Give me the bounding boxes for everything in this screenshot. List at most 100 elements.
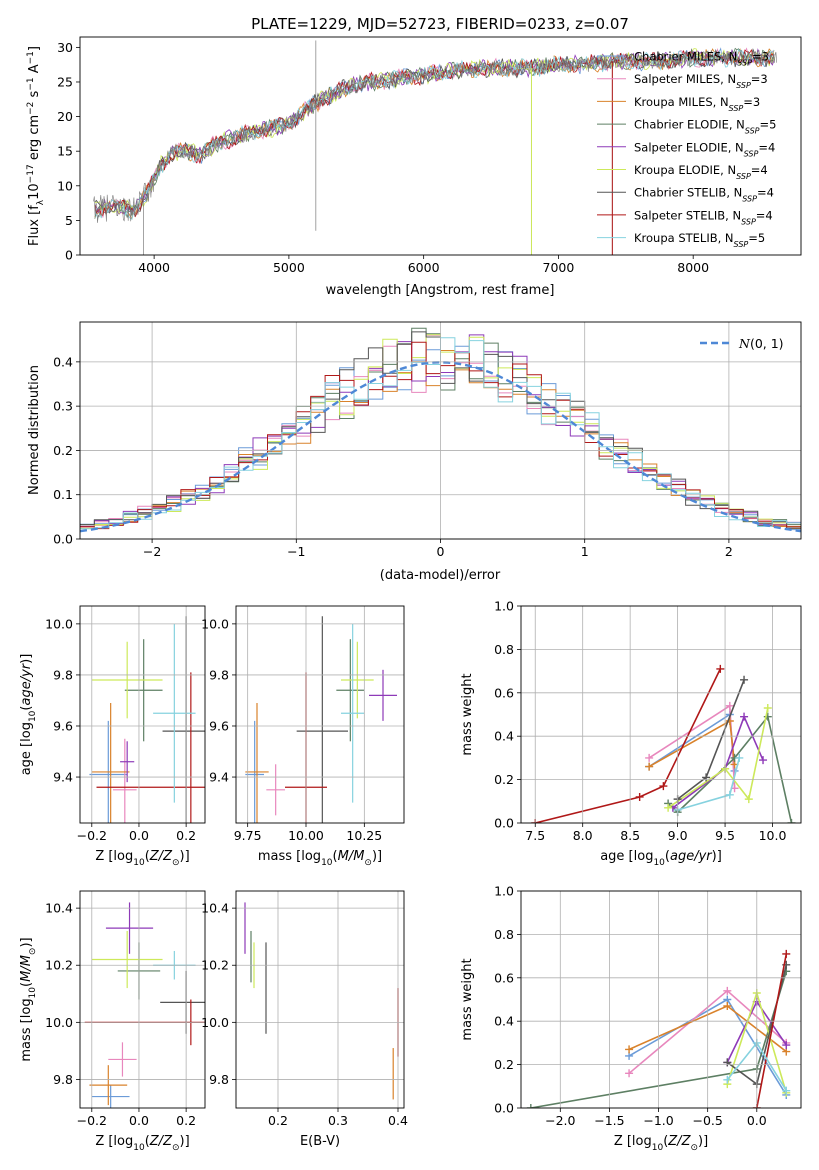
x-tick-label: 8.5: [620, 828, 640, 843]
weight-marker: [702, 773, 711, 782]
y-tick-label: 30: [57, 40, 73, 55]
axes-frame: [79, 36, 802, 256]
x-tick-label: −1.5: [594, 1113, 624, 1128]
y-tick-label: 25: [57, 74, 73, 89]
weight-marker: [635, 792, 644, 801]
y-tick-label: 9.8: [209, 1072, 229, 1087]
plot-area-mass-vs-Z: [84, 902, 205, 1108]
y-tick-label: 1.0: [494, 884, 514, 899]
y-axis-label: Flux [fλ10−17 erg cm−2 s−1 A−1]: [26, 46, 46, 246]
y-tick-label: 10.0: [201, 1015, 229, 1030]
legend-label: Salpeter MILES, NSSP=3: [634, 72, 768, 90]
axes-frame: [79, 321, 802, 540]
y-tick-label: 0.0: [53, 532, 73, 547]
x-axis-label: Z [log10(Z/Z⊙)]: [95, 1134, 189, 1153]
y-tick-label: 10.4: [201, 901, 229, 916]
x-tick-label: 9.0: [668, 828, 688, 843]
weight-marker: [723, 1075, 732, 1084]
weight-line: [756, 953, 788, 1108]
weight-marker: [759, 756, 768, 765]
axes-frame: [235, 605, 405, 824]
x-tick-label: 7000: [543, 260, 575, 275]
y-tick-label: 0.0: [494, 816, 514, 831]
y-tick-label: 10.0: [45, 616, 73, 631]
legend-label: Kroupa STELIB, NSSP=5: [634, 231, 765, 249]
model-line: [94, 48, 775, 220]
x-tick-label: 0.2: [176, 828, 196, 843]
y-tick-label: 0.4: [53, 354, 73, 369]
weight-marker: [744, 795, 753, 804]
weight-marker: [723, 986, 732, 995]
x-tick-label: −0.5: [692, 1113, 722, 1128]
x-tick-label: 4000: [138, 260, 170, 275]
y-axis-label: mass weight: [460, 673, 475, 755]
y-tick-label: 9.6: [53, 718, 73, 733]
y-tick-label: 9.8: [209, 667, 229, 682]
y-tick-label: 0.6: [494, 685, 514, 700]
chart-title: PLATE=1229, MJD=52723, FIBERID=0233, z=0…: [251, 15, 629, 33]
x-axis-label: (data-model)/error: [380, 568, 501, 583]
weight-marker: [725, 790, 734, 799]
y-tick-label: 10.4: [45, 901, 73, 916]
weight-marker: [782, 1086, 791, 1095]
x-tick-label: −1.0: [643, 1113, 673, 1128]
y-tick-label: 0.8: [494, 642, 514, 657]
y-tick-label: 10.0: [201, 616, 229, 631]
x-axis-label: Z [log10(Z/Z⊙)]: [95, 849, 189, 868]
x-tick-label: 0: [437, 544, 445, 559]
y-tick-label: 10.0: [45, 1015, 73, 1030]
chart-residuals: −2 −1 0 1 2 0.0 0.1 0.2 0.3 0.4 (data-model)/error…: [27, 321, 802, 583]
weight-marker: [664, 803, 673, 812]
plot-area-spectrum: [93, 40, 777, 255]
weight-marker: [526, 1104, 535, 1108]
x-tick-label: −2: [143, 544, 161, 559]
weight-marker: [782, 949, 791, 958]
x-axis-label: mass [log10(M/M⊙)]: [258, 849, 382, 868]
y-axis-label: Normed distribution: [27, 365, 42, 495]
y-tick-label: 0: [65, 248, 73, 263]
x-tick-label: 6000: [408, 260, 440, 275]
x-tick-label: 8.0: [573, 828, 593, 843]
x-tick-label: 8000: [677, 260, 709, 275]
weight-marker: [740, 712, 749, 721]
x-tick-label: 0.0: [129, 1113, 149, 1128]
plot-area-mass-weight-vs-age: [531, 664, 796, 823]
plot-area-mass-vs-EBV: [244, 902, 399, 1100]
legend-label: Chabrier MILES, NSSP=3: [634, 50, 769, 68]
weight-line: [648, 704, 736, 789]
x-tick-label: 9.75: [234, 828, 262, 843]
y-tick-label: 5: [65, 213, 73, 228]
y-tick-label: 1.0: [494, 599, 514, 614]
weight-marker: [659, 782, 668, 791]
data-spectrum-line: [93, 49, 777, 223]
y-tick-label: 9.4: [53, 770, 73, 785]
x-tick-label: 9.5: [715, 828, 735, 843]
y-tick-label: 0.2: [494, 1057, 514, 1072]
x-axis-label: age [log10(age/yr)]: [600, 849, 722, 868]
x-tick-label: 10.25: [346, 828, 382, 843]
axes-frame: [235, 890, 405, 1109]
weight-marker: [735, 753, 744, 762]
y-axis-label: mass [log10(M/M⊙)]: [19, 937, 38, 1061]
chart-age-vs-mass: 9.75 10.00 10.25 9.4 9.6 9.8 10.0 mass [log10(M…: [201, 605, 405, 868]
weight-marker: [763, 703, 772, 712]
weight-marker: [716, 664, 725, 673]
x-axis-label: Z [log10(Z/Z⊙)]: [614, 1134, 708, 1153]
x-tick-label: 0.0: [747, 1113, 767, 1128]
x-tick-label: 2: [725, 544, 733, 559]
chart-age-vs-Z: −0.2 0.0 0.2 9.4 9.6 9.8 10.0 Z [log10(Z/Z⊙)] ag…: [19, 605, 206, 868]
y-tick-label: 9.6: [209, 718, 229, 733]
legend-label: Salpeter ELODIE, NSSP=4: [634, 140, 775, 158]
weight-line: [677, 757, 741, 811]
y-tick-label: 0.2: [494, 772, 514, 787]
y-tick-label: 0.4: [494, 1014, 514, 1029]
axes-frame: [520, 605, 802, 824]
legend-label: Kroupa ELODIE, NSSP=4: [634, 163, 768, 181]
x-tick-label: −1: [287, 544, 305, 559]
y-tick-label: 9.8: [53, 667, 73, 682]
y-tick-label: 15: [57, 144, 73, 159]
chart-mass-weight-vs-Z: −2.0 −1.5 −1.0 −0.5 0.0 0.0 0.2 0.4 0.6 0.8 1.0 Z […: [460, 884, 802, 1153]
y-tick-label: 0.4: [494, 729, 514, 744]
chart-mass-weight-vs-age: 7.5 8.0 8.5 9.0 9.5 10.0 0.0 0.2 0.4 0.6 0.8 1.0 age…: [460, 599, 802, 868]
